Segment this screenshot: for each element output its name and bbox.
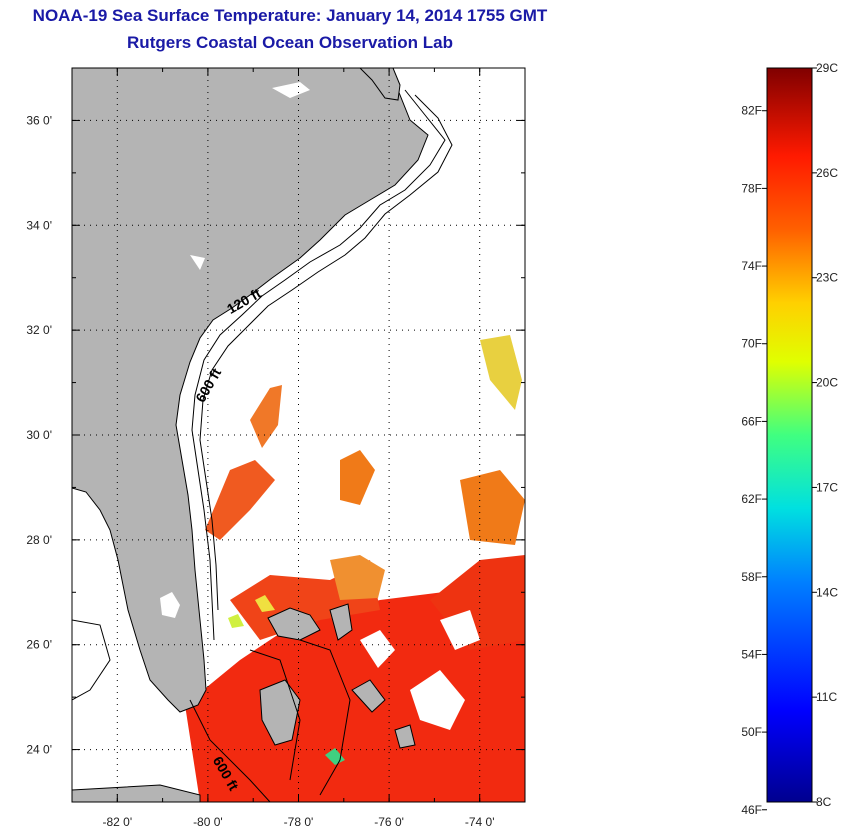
lon-tick-label: -74 0' bbox=[465, 815, 495, 829]
lat-tick-label: 30 0' bbox=[26, 428, 52, 442]
colorbar-c-label: 23C bbox=[816, 271, 838, 285]
colorbar-f-label: 70F bbox=[741, 337, 762, 351]
land-layer bbox=[72, 68, 429, 802]
colorbar-c-label: 11C bbox=[816, 690, 837, 704]
colorbar-f-label: 50F bbox=[741, 725, 762, 739]
bathymetry-contours bbox=[72, 89, 453, 802]
colorbar bbox=[766, 67, 813, 803]
lon-tick-label: -82 0' bbox=[102, 815, 132, 829]
colorbar-f-label: 74F bbox=[741, 259, 762, 273]
sst-data-layer bbox=[185, 335, 525, 802]
inland-water bbox=[160, 82, 310, 618]
colorbar-c-label: 29C bbox=[816, 61, 838, 75]
lat-lon-grid bbox=[72, 68, 525, 802]
colorbar-c-label: 20C bbox=[816, 376, 838, 390]
lat-tick-label: 28 0' bbox=[26, 533, 52, 547]
colorbar-f-label: 58F bbox=[741, 570, 762, 584]
lat-tick-label: 24 0' bbox=[26, 743, 52, 757]
lon-tick-label: -78 0' bbox=[284, 815, 314, 829]
colorbar-c-label: 26C bbox=[816, 166, 838, 180]
colorbar-c-label: 8C bbox=[816, 795, 832, 809]
colorbar-celsius-labels: 29C 26C 23C 20C 17C 14C 11C 8C bbox=[812, 61, 838, 809]
colorbar-fahrenheit-labels: 82F 78F 74F 70F 66F 62F 58F 54F 50F 46F bbox=[741, 104, 767, 817]
map-title: NOAA-19 Sea Surface Temperature: January… bbox=[32, 6, 548, 25]
lat-tick-label: 36 0' bbox=[26, 113, 52, 127]
lon-tick-label: -76 0' bbox=[374, 815, 404, 829]
map-subtitle: Rutgers Coastal Ocean Observation Lab bbox=[127, 33, 453, 52]
colorbar-f-label: 66F bbox=[741, 414, 762, 428]
lon-tick-label: -80 0' bbox=[193, 815, 223, 829]
lat-tick-label: 26 0' bbox=[26, 638, 52, 652]
colorbar-c-label: 17C bbox=[816, 480, 838, 494]
colorbar-f-label: 54F bbox=[741, 647, 762, 661]
colorbar-c-label: 14C bbox=[816, 585, 838, 599]
map-axes: -82 0' -80 0' -78 0' -76 0' -74 0' 24 0' 26 0'… bbox=[26, 67, 526, 829]
lat-tick-label: 32 0' bbox=[26, 323, 52, 337]
colorbar-f-label: 82F bbox=[741, 104, 762, 118]
colorbar-f-label: 46F bbox=[741, 803, 762, 817]
lat-tick-label: 34 0' bbox=[26, 218, 52, 232]
colorbar-f-label: 62F bbox=[741, 492, 762, 506]
colorbar-f-label: 78F bbox=[741, 181, 762, 195]
